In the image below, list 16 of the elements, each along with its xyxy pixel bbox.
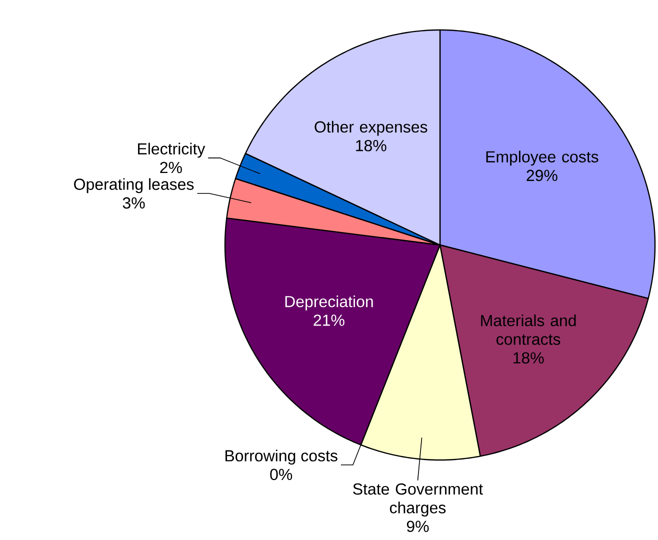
data-label: 21% (314, 314, 344, 326)
slice-label: State Government charges (353, 483, 483, 517)
data-label: 18% (514, 352, 544, 364)
data-label: 29% (526, 170, 558, 182)
slice-label: Other expenses (314, 120, 428, 136)
data-label: 9% (406, 520, 429, 532)
slice-label: Operating leases (74, 178, 194, 194)
text: 0% (270, 468, 292, 480)
slice-label: Employee costs (486, 150, 598, 166)
data-label: 3% (122, 197, 145, 209)
category-label: Borrowing costs (226, 450, 338, 465)
data-label: 18% (356, 140, 386, 152)
data-label: 2% (160, 162, 182, 174)
slice-label: Electricity (138, 142, 206, 158)
slice-label: Materials and contracts (481, 314, 576, 345)
slice-label: Depreciation (285, 296, 373, 310)
